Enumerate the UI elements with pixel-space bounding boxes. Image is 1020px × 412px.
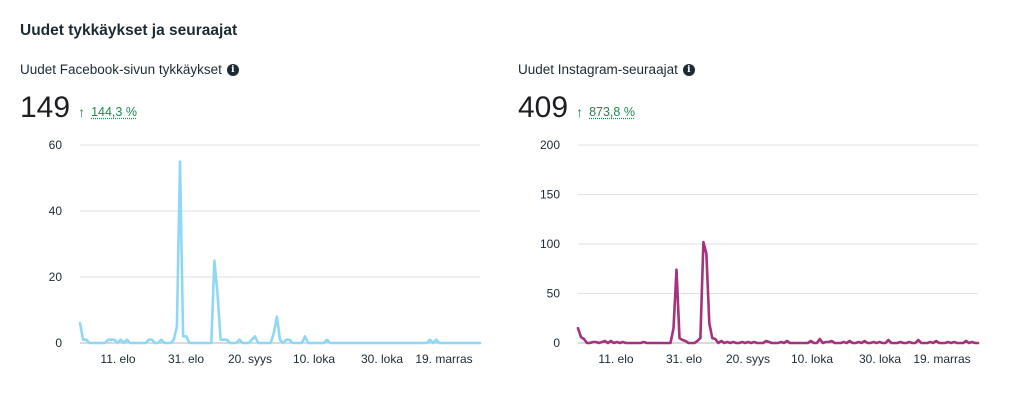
info-icon[interactable]: i (226, 63, 239, 76)
facebook-likes-panel: Uudet Facebook-sivun tykkäykset i 149 ↑ … (20, 60, 490, 400)
facebook-likes-chart[interactable]: 0 20 40 60 11. elo 31. elo 20. syys 10. loka 30.… (20, 130, 490, 370)
x-tick-label: 30. loka (361, 352, 403, 366)
x-tick-label: 30. loka (859, 352, 901, 366)
y-tick-label: 0 (55, 336, 62, 350)
panel-title: Uudet Facebook-sivun tykkäykset i (20, 62, 239, 77)
series-line (78, 160, 482, 345)
arrow-up-icon: ↑ (78, 104, 86, 120)
y-tick-label: 60 (49, 138, 63, 152)
panel-title-text: Uudet Facebook-sivun tykkäykset (20, 62, 222, 77)
y-tick-label: 150 (540, 188, 560, 202)
x-tick-label: 11. elo (598, 352, 633, 366)
panel-title: Uudet Instagram-seuraajat i (518, 62, 695, 77)
x-tick-label: 31. elo (666, 352, 702, 366)
panel-title-text: Uudet Instagram-seuraajat (518, 62, 678, 77)
change-percent: 144,3 % (91, 105, 137, 119)
change-percent: 873,8 % (589, 105, 635, 119)
y-tick-label: 200 (540, 138, 560, 152)
series-line (576, 240, 980, 345)
x-tick-label: 11. elo (100, 352, 135, 366)
section-title: Uudet tykkäykset ja seuraajat (20, 22, 238, 39)
metric-value: 149 (20, 91, 71, 124)
metric-value: 409 (518, 91, 569, 124)
arrow-up-icon: ↑ (576, 104, 584, 120)
x-tick-label: 19. marras (415, 352, 472, 366)
x-tick-label: 10. loka (791, 352, 833, 366)
x-tick-label: 20. syys (726, 352, 770, 366)
y-tick-label: 100 (540, 237, 560, 251)
instagram-followers-chart[interactable]: 0 50 100 150 200 11. elo 31. elo 20. syys 10. lo… (518, 130, 988, 370)
info-icon[interactable]: i (682, 63, 695, 76)
metric-change[interactable]: ↑ 144,3 % (78, 104, 137, 120)
metric-change[interactable]: ↑ 873,8 % (576, 104, 635, 120)
y-tick-label: 0 (553, 336, 560, 350)
y-tick-label: 40 (49, 204, 63, 218)
x-tick-label: 10. loka (293, 352, 335, 366)
y-tick-label: 50 (547, 287, 561, 301)
y-tick-label: 20 (49, 270, 63, 284)
x-tick-label: 19. marras (913, 352, 970, 366)
x-tick-label: 20. syys (228, 352, 272, 366)
instagram-followers-panel: Uudet Instagram-seuraajat i 409 ↑ 873,8 … (518, 60, 988, 400)
metric: 149 ↑ 144,3 % (20, 90, 137, 126)
x-tick-label: 31. elo (168, 352, 204, 366)
metric: 409 ↑ 873,8 % (518, 90, 635, 126)
